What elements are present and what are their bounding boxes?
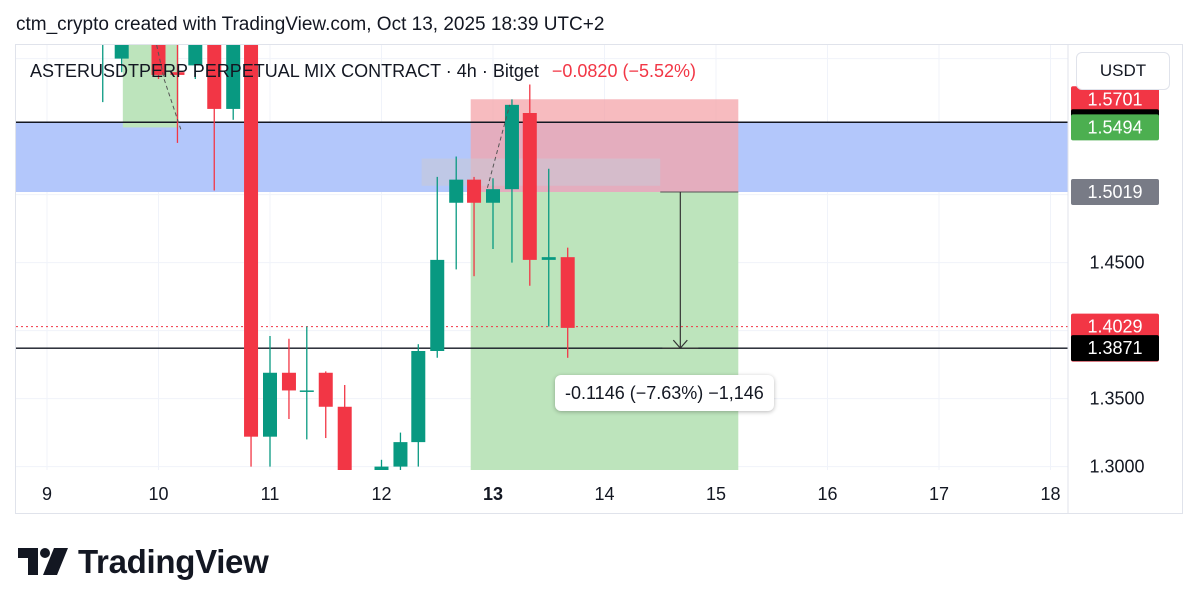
y-axis-tick-label: 1.4500 [1089,253,1144,273]
chart-frame [15,44,1183,514]
y-axis-tick-label: 1.3500 [1089,389,1144,409]
price-label-text: 1.5019 [1087,182,1142,202]
price-label-text: 1.4029 [1087,317,1142,337]
x-axis-tick-label: 13 [483,484,503,504]
candle-down [281,372,296,391]
candle-up [114,45,129,59]
candle-down [318,372,333,407]
price-label-text: 1.3871 [1087,338,1142,358]
candle-up [504,104,519,190]
x-axis-tick-label: 18 [1040,484,1060,504]
candle-up [411,351,426,443]
candle-down [522,113,537,260]
candle-down [170,72,185,75]
candle-down [337,406,352,470]
interval-label: 4h [456,61,477,81]
candle-up [299,390,314,392]
take-profit-area [470,192,739,471]
symbol-name: ASTERUSDTPERP PERPETUAL MIX CONTRACT [30,61,441,81]
earlier-target-box [122,45,179,128]
projection-dashed-line [156,45,182,130]
tradingview-logo-icon [18,548,68,575]
x-axis-tick-label: 15 [706,484,726,504]
projection-dashed-line [486,104,511,188]
candle-up [449,179,464,203]
candle-up [226,45,241,109]
candle-up [430,259,445,351]
x-axis-tick-label: 11 [261,484,280,504]
price-label-badge [1071,114,1159,141]
price-label-text: 1.5701 [1087,89,1142,109]
symbol-legend[interactable]: ASTERUSDTPERP PERPETUAL MIX CONTRACT · 4… [30,61,696,82]
y-axis-tick-label: 1.3000 [1089,457,1144,477]
candle-up [188,45,203,66]
measure-label: -0.1146 (−7.63%) −1,146 [565,382,764,403]
candle-up [393,442,408,467]
chart-caption: ctm_crypto created with TradingView.com,… [16,14,605,35]
candle-down [207,45,222,109]
candle-up [541,257,556,260]
x-axis-tick-label: 12 [371,484,391,504]
candle-down [560,257,575,328]
price-label-text: 1.5494 [1087,117,1142,137]
tradingview-logo[interactable]: TradingView [18,543,269,581]
candle-up [486,189,500,203]
x-axis-tick-label: 14 [594,484,614,504]
price-label-badge [1071,335,1159,362]
currency-selector[interactable]: USDT [1076,52,1170,90]
x-axis-tick-label: 10 [148,484,168,504]
candle-down [244,45,259,437]
candle-up [263,372,277,437]
x-axis-tick-label: 17 [929,484,949,504]
candle-up [96,38,110,40]
currency-label: USDT [1099,61,1147,80]
measure-tooltip: -0.1146 (−7.63%) −1,146 [555,375,774,411]
price-change: −0.0820 (−5.52%) [551,61,696,81]
price-label-badge [1071,86,1159,113]
legend-separator: · [481,61,488,81]
candles [96,38,575,470]
legend-separator: · [445,61,452,81]
price-label-badge [1071,179,1159,206]
candle-down [467,179,482,203]
exchange-label: Bitget [492,61,539,81]
x-axis-tick-label: 16 [817,484,837,504]
x-axis-tick-label: 9 [42,484,52,504]
candle-up [374,466,389,470]
tradingview-wordmark: TradingView [78,543,269,580]
